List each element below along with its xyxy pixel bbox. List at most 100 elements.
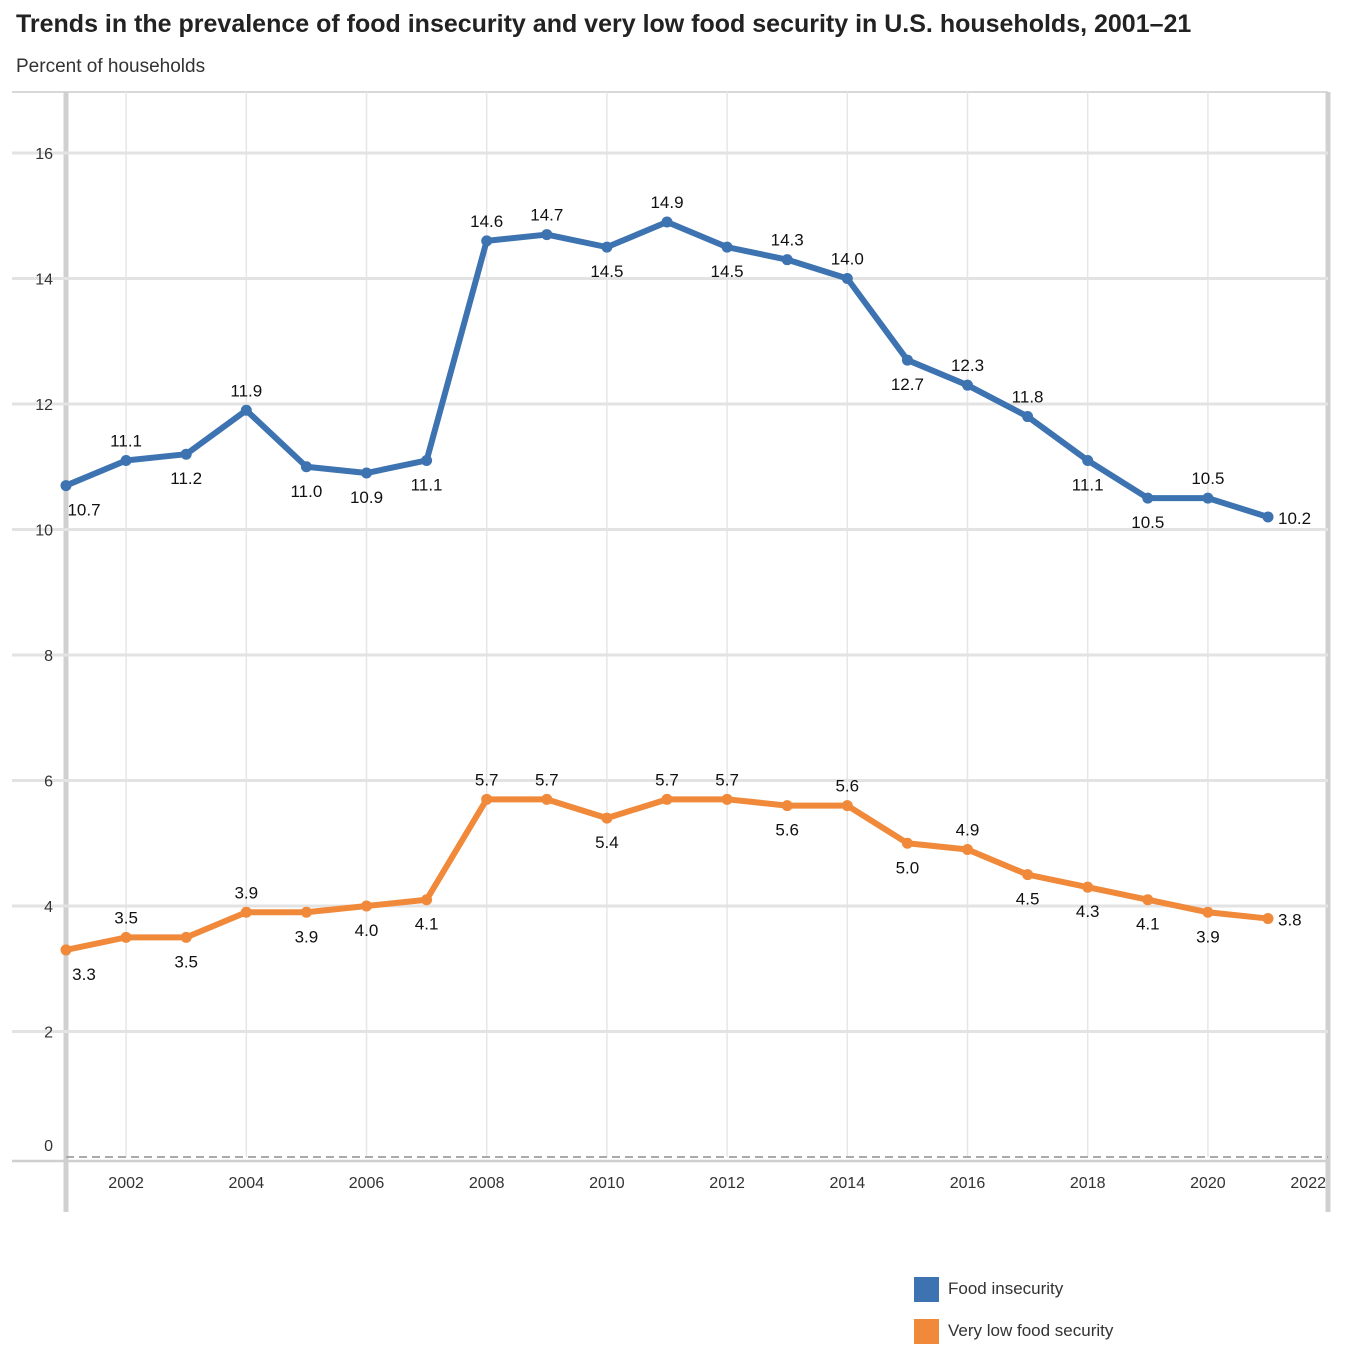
data-label: 4.9 <box>956 821 980 840</box>
data-point <box>120 454 132 466</box>
data-point <box>1262 913 1274 925</box>
data-label: 14.9 <box>650 193 683 212</box>
x-tick-label: 2020 <box>1190 1175 1226 1192</box>
data-label: 3.5 <box>114 908 138 927</box>
data-label: 10.5 <box>1131 513 1164 532</box>
data-label: 10.2 <box>1278 509 1311 528</box>
x-tick-label: 2012 <box>709 1175 745 1192</box>
data-point <box>781 800 793 812</box>
data-point <box>661 793 673 805</box>
y-tick-label: 4 <box>44 899 53 916</box>
data-label: 11.0 <box>290 482 322 501</box>
data-point <box>481 793 493 805</box>
data-label: 14.5 <box>590 262 623 281</box>
legend-swatch-very-low-food-security <box>914 1318 939 1344</box>
x-tick-label: 2010 <box>589 1175 625 1192</box>
data-point <box>1262 511 1274 523</box>
data-point <box>180 448 192 460</box>
data-label: 12.3 <box>951 356 984 375</box>
legend-item-very-low-food-security[interactable]: Very low food security <box>914 1310 1113 1352</box>
data-point <box>901 837 913 849</box>
data-point <box>300 906 312 918</box>
y-tick-label: 0 <box>44 1138 53 1155</box>
data-label: 5.0 <box>896 858 920 877</box>
data-label: 3.3 <box>72 965 96 984</box>
data-label: 14.7 <box>530 206 563 225</box>
data-point <box>60 944 72 956</box>
data-point <box>962 844 973 856</box>
y-tick-label: 12 <box>35 397 53 414</box>
data-point <box>721 793 733 805</box>
data-point <box>1022 411 1034 423</box>
data-point <box>421 454 433 466</box>
data-label: 5.6 <box>835 777 859 796</box>
x-tick-label: 2018 <box>1070 1175 1106 1192</box>
data-point <box>1202 492 1214 504</box>
data-label: 4.1 <box>1136 915 1160 934</box>
data-point <box>481 235 493 247</box>
data-point <box>60 480 72 492</box>
data-point <box>661 216 673 228</box>
data-label: 3.8 <box>1278 911 1302 930</box>
data-point <box>1022 869 1034 881</box>
data-label: 3.9 <box>234 883 258 902</box>
legend-item-food-insecurity[interactable]: Food insecurity <box>914 1268 1113 1310</box>
data-point <box>361 900 372 912</box>
data-point <box>901 354 913 366</box>
data-point <box>541 793 553 805</box>
x-tick-label: 2008 <box>469 1175 505 1192</box>
x-tick-label: 2004 <box>229 1175 265 1192</box>
data-label: 10.7 <box>67 501 100 520</box>
data-label: 11.1 <box>411 475 443 494</box>
data-label: 5.7 <box>535 770 559 789</box>
data-label: 11.1 <box>110 431 142 450</box>
y-tick-label: 8 <box>44 648 53 665</box>
data-label: 10.9 <box>350 488 383 507</box>
data-point <box>120 931 132 943</box>
y-tick-label: 10 <box>35 523 53 540</box>
y-tick-label: 6 <box>44 774 53 791</box>
x-tick-label: 2022 <box>1290 1175 1326 1192</box>
data-point <box>841 273 853 284</box>
legend-label-food-insecurity: Food insecurity <box>948 1279 1064 1298</box>
data-label: 5.7 <box>655 770 679 789</box>
data-label: 11.2 <box>170 469 202 488</box>
y-tick-label: 14 <box>35 272 53 289</box>
data-point <box>300 461 312 473</box>
y-axis-label: Percent of households <box>16 56 206 77</box>
data-point <box>240 906 252 918</box>
data-label: 4.3 <box>1076 902 1100 921</box>
y-tick-label: 16 <box>35 146 53 163</box>
x-tick-label: 2002 <box>108 1175 144 1192</box>
data-label: 4.5 <box>1016 890 1040 909</box>
data-point <box>601 241 613 253</box>
data-point <box>841 800 853 812</box>
x-tick-label: 2014 <box>830 1175 866 1192</box>
data-label: 11.1 <box>1072 475 1104 494</box>
data-label: 10.5 <box>1191 469 1224 488</box>
data-label: 5.7 <box>475 770 499 789</box>
data-label: 4.0 <box>355 921 379 940</box>
legend-label-very-low-food-security: Very low food security <box>948 1321 1114 1340</box>
data-point <box>1142 492 1154 504</box>
legend: Food insecurity Very low food security <box>914 1268 1113 1352</box>
data-label: 14.3 <box>771 231 804 250</box>
data-point <box>601 812 613 824</box>
data-point <box>240 404 252 416</box>
data-label: 14.6 <box>470 212 503 231</box>
data-point <box>1202 906 1214 918</box>
data-point <box>180 931 192 943</box>
data-label: 12.7 <box>891 375 924 394</box>
legend-swatch-food-insecurity <box>914 1276 939 1302</box>
y-tick-label: 2 <box>44 1025 53 1042</box>
data-point <box>1142 894 1154 906</box>
x-tick-label: 2016 <box>950 1175 986 1192</box>
data-label: 11.9 <box>230 381 262 400</box>
data-point <box>541 229 553 241</box>
data-label: 3.9 <box>1196 927 1220 946</box>
data-point <box>781 254 793 266</box>
line-chart: 0 2 4 6 8 10 12 14 16 2002 2004 2006 2008 2010 2012 201… <box>12 91 1331 1212</box>
data-label: 11.8 <box>1012 388 1044 407</box>
chart-title: Trends in the prevalence of food insecur… <box>16 10 1192 38</box>
data-label: 5.4 <box>595 833 619 852</box>
